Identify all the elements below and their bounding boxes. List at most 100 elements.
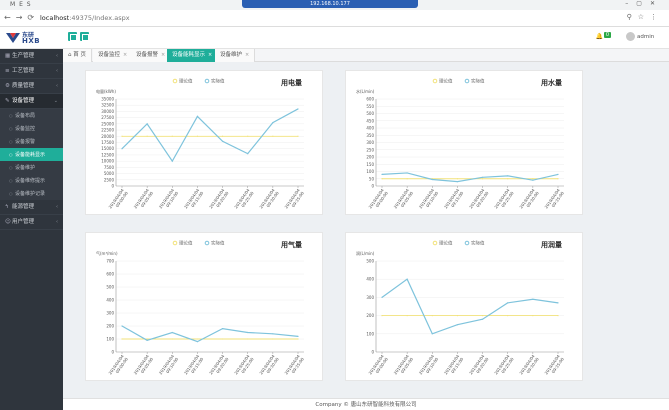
- data-point: [481, 176, 484, 178]
- sidebar-subitem-maintenance[interactable]: ○ 设备维护: [0, 161, 63, 174]
- remote-session-bar[interactable]: 192.168.10.177: [242, 0, 418, 8]
- sidebar-subitem-maint-log[interactable]: ○ 设备维护记录: [0, 187, 63, 200]
- legend-label: 实际值: [211, 78, 225, 85]
- sidebar-subitem-repair-tips[interactable]: ○ 设备维修提示: [0, 174, 63, 187]
- tab-alarm[interactable]: 设备报警 ×: [131, 49, 172, 62]
- sidebar-subitem-label: 设备报警: [15, 139, 36, 145]
- chart-title: 用润量: [541, 240, 562, 249]
- legend-marker: [464, 240, 470, 246]
- data-point: [406, 278, 408, 280]
- data-point: [431, 315, 433, 317]
- sidebar-item-quality[interactable]: ⚙ 质量管理 ‹: [0, 79, 63, 94]
- data-point: [381, 178, 383, 180]
- tab-label: 设备能耗显示: [172, 52, 206, 58]
- sidebar-subitem-monitor[interactable]: ○ 设备监控: [0, 122, 63, 135]
- sidebar-item-energy-mgmt[interactable]: ϟ 能源管理 ‹: [0, 200, 63, 215]
- legend-label: 理论值: [439, 240, 453, 247]
- circle-icon: ○: [9, 139, 13, 144]
- y-tick-label: 300: [366, 295, 374, 300]
- fullscreen-button[interactable]: [80, 32, 89, 41]
- data-point: [381, 296, 383, 298]
- window-controls[interactable]: –▢✕: [625, 0, 663, 7]
- user-icon: ☺: [5, 219, 11, 225]
- close-icon[interactable]: ×: [161, 52, 166, 58]
- data-point: [146, 135, 148, 137]
- y-axis-label: 润(L/min): [356, 250, 375, 256]
- bell-icon[interactable]: 🔔: [595, 33, 603, 40]
- chevron-left-icon: ‹: [56, 53, 58, 59]
- data-point: [272, 135, 274, 137]
- sidebar-subitem-alarm[interactable]: ○ 设备报警: [0, 135, 63, 148]
- data-point: [406, 172, 408, 174]
- close-icon[interactable]: ×: [245, 52, 250, 58]
- data-point: [381, 315, 383, 317]
- bolt-icon: ϟ: [5, 204, 9, 210]
- legend-label: 理论值: [439, 78, 453, 85]
- circle-icon: ○: [9, 126, 13, 131]
- nav-buttons[interactable]: ←→⟳: [4, 13, 40, 22]
- y-axis-label: 水(L/min): [356, 88, 375, 94]
- data-point: [532, 179, 534, 181]
- data-point: [532, 298, 534, 300]
- data-point: [171, 135, 173, 137]
- y-tick-label: 350: [366, 133, 374, 138]
- legend-entry: 实际值: [464, 78, 485, 85]
- data-point: [272, 122, 274, 124]
- tab-monitor[interactable]: 设备监控 ×: [93, 49, 134, 62]
- close-icon[interactable]: ×: [208, 52, 213, 58]
- y-tick-label: 100: [366, 331, 374, 336]
- browser-tools[interactable]: ⚲☆⋮: [626, 13, 663, 21]
- y-tick-label: 0: [371, 350, 374, 355]
- url-path: :49375/Index.aspx: [69, 14, 130, 22]
- y-tick-label: 200: [366, 155, 374, 160]
- tab-maintenance[interactable]: 设备维护 ×: [215, 49, 256, 62]
- sidebar-subitem-energy[interactable]: ○ 设备能耗显示: [0, 148, 63, 161]
- legend-entry: 理论值: [172, 78, 193, 85]
- y-tick-label: 22500: [101, 128, 114, 133]
- y-tick-label: 500: [366, 259, 374, 264]
- data-point: [456, 181, 459, 183]
- y-tick-label: 700: [106, 259, 114, 264]
- data-point: [146, 338, 148, 340]
- sidebar-item-production[interactable]: ▦ 生产管理 ‹: [0, 49, 63, 64]
- legend-entry: 理论值: [172, 240, 193, 247]
- sidebar-subitem-layout[interactable]: ○ 设备布局: [0, 109, 63, 122]
- home-icon: ⌂: [68, 52, 74, 58]
- sidebar-subitem-label: 设备维护: [15, 165, 36, 171]
- legend-marker: [204, 78, 210, 84]
- close-icon[interactable]: ×: [123, 52, 128, 58]
- tab-energy[interactable]: 设备能耗显示 ×: [167, 49, 219, 62]
- sidebar-item-label: 能源管理: [12, 204, 35, 210]
- y-tick-label: 250: [366, 147, 374, 152]
- user-name[interactable]: admin: [637, 34, 655, 40]
- data-point: [272, 338, 274, 340]
- data-point: [247, 338, 249, 340]
- sidebar-item-users[interactable]: ☺用户管理 ‹: [0, 215, 63, 230]
- menu-toggle-button[interactable]: [68, 32, 77, 41]
- sidebar-item-equipment[interactable]: ✎ 设备管理 ⌄: [0, 94, 63, 109]
- y-tick-label: 150: [366, 162, 374, 167]
- data-point: [221, 328, 224, 330]
- data-point: [146, 123, 148, 125]
- sidebar-item-process[interactable]: ≡ 工艺管理 ‹: [0, 64, 63, 79]
- browser-tab-title[interactable]: M E S: [10, 1, 32, 8]
- data-point: [557, 315, 559, 317]
- y-tick-label: 0: [371, 184, 374, 189]
- avatar[interactable]: [626, 32, 635, 41]
- y-tick-label: 300: [366, 140, 374, 145]
- tab-home[interactable]: ⌂ 首 页: [63, 49, 92, 62]
- url-field[interactable]: localhost:49375/Index.aspx: [40, 13, 600, 24]
